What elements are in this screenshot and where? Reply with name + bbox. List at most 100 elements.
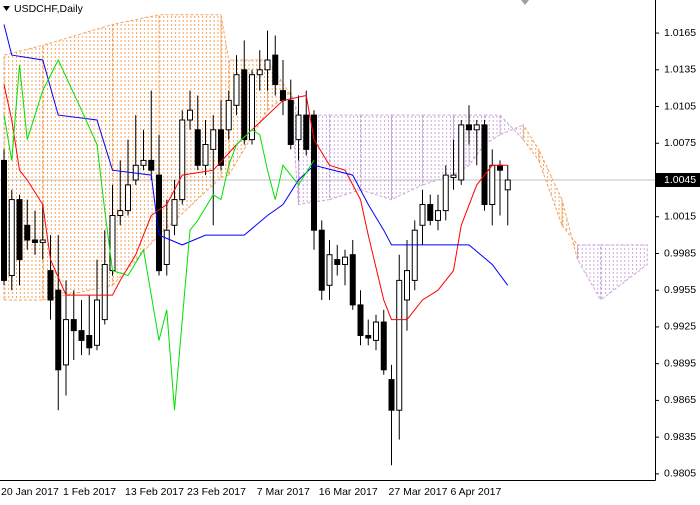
- candle-layer: [1, 30, 511, 466]
- chart-title: USDCHF,Daily: [14, 3, 84, 15]
- candle-body: [473, 124, 480, 131]
- y-tick-label: 1.0075: [664, 137, 696, 149]
- candle-body: [303, 114, 310, 150]
- candle-body: [156, 174, 162, 272]
- x-tick-label: 20 Jan 2017: [1, 486, 59, 498]
- y-tick-label: 1.0015: [664, 211, 696, 223]
- candle-body: [109, 215, 116, 272]
- last-price-box: [656, 173, 700, 187]
- candle-body: [435, 210, 441, 221]
- candle-body: [101, 263, 108, 321]
- candle-body: [373, 321, 379, 341]
- candle-body: [63, 319, 69, 366]
- y-tick-label: 0.9835: [664, 431, 696, 443]
- candle-body: [256, 69, 263, 76]
- x-tick-label: 27 Mar 2017: [389, 486, 448, 498]
- cloud-segment: [538, 149, 563, 226]
- candle-body: [218, 129, 224, 166]
- y-tick-label: 1.0165: [664, 27, 696, 39]
- candle-body: [365, 335, 372, 339]
- candle-body: [380, 321, 387, 371]
- candle-body: [163, 229, 170, 265]
- y-tick-label: 1.0135: [664, 64, 696, 76]
- candle-body: [497, 164, 503, 171]
- line-layer: [3, 24, 509, 411]
- cloud-segment: [577, 244, 602, 302]
- indicator-line: [3, 24, 509, 286]
- indicator-line: [3, 58, 315, 411]
- x-tick-label: 16 Mar 2017: [319, 486, 378, 498]
- candle-body: [171, 199, 178, 226]
- candle-body: [311, 114, 317, 231]
- candle-body: [194, 129, 201, 166]
- y-tick-label: 0.9985: [664, 247, 696, 259]
- candle-body: [47, 270, 54, 301]
- cloud-segment: [499, 113, 524, 141]
- candle-body: [148, 159, 155, 171]
- cloud-segment: [422, 114, 454, 186]
- candle-body: [342, 256, 348, 265]
- y-tick-label: 0.9805: [664, 468, 696, 480]
- candle-body: [419, 203, 426, 226]
- candle-body: [86, 335, 93, 349]
- candle-body: [427, 203, 434, 221]
- candle-body: [187, 109, 193, 121]
- x-tick-label: 7 Mar 2017: [257, 486, 310, 498]
- title-arrow: [3, 6, 10, 11]
- candle-body: [295, 114, 302, 141]
- candle-body: [1, 159, 7, 281]
- candle-body: [396, 279, 403, 411]
- candle-body: [39, 239, 46, 243]
- x-tick-label: 6 Apr 2017: [451, 486, 502, 498]
- cloud-segment: [391, 114, 423, 201]
- candle-body: [249, 74, 255, 141]
- candle-body: [210, 129, 217, 150]
- candle-body: [202, 143, 209, 166]
- cloud-segment: [561, 199, 578, 260]
- candle-body: [481, 124, 488, 205]
- candle-body: [94, 299, 100, 346]
- candle-body: [442, 174, 449, 212]
- candle-body: [489, 164, 496, 205]
- candle-body: [287, 99, 294, 145]
- y-tick-label: 0.9865: [664, 394, 696, 406]
- candle-body: [280, 90, 286, 101]
- y-tick-label: 1.0105: [664, 100, 696, 112]
- last-price-label: 1.0045: [664, 174, 696, 186]
- candle-body: [334, 259, 341, 265]
- x-tick-label: 13 Feb 2017: [125, 486, 184, 498]
- candle-body: [349, 254, 356, 306]
- indicator-line: [3, 84, 508, 321]
- candle-body: [326, 254, 333, 286]
- candle-body: [8, 199, 15, 277]
- candle-body: [117, 210, 124, 217]
- x-tick-label: 23 Feb 2017: [187, 486, 246, 498]
- candle-body: [140, 159, 147, 166]
- candle-body: [411, 229, 418, 281]
- cloud-segment: [360, 114, 392, 201]
- candle-body: [225, 99, 232, 131]
- candle-body: [318, 229, 325, 291]
- y-tick-label: 0.9925: [664, 321, 696, 333]
- candle-body: [70, 319, 77, 332]
- candle-body: [388, 379, 395, 411]
- candle-body: [272, 54, 279, 85]
- candle-body: [125, 184, 131, 212]
- x-tick-label: 1 Feb 2017: [63, 486, 116, 498]
- candle-body: [264, 59, 271, 71]
- candle-body: [32, 239, 38, 243]
- candle-body: [55, 289, 62, 371]
- shift-marker: [521, 0, 529, 5]
- candle-body: [233, 74, 240, 106]
- cloud-segment: [329, 114, 361, 201]
- cloud-segment: [600, 244, 648, 302]
- candle-body: [450, 174, 457, 179]
- candle-body: [16, 199, 23, 261]
- candle-body: [458, 124, 465, 181]
- candle-body: [24, 224, 31, 241]
- candle-body: [179, 119, 186, 201]
- candle-body: [78, 330, 85, 341]
